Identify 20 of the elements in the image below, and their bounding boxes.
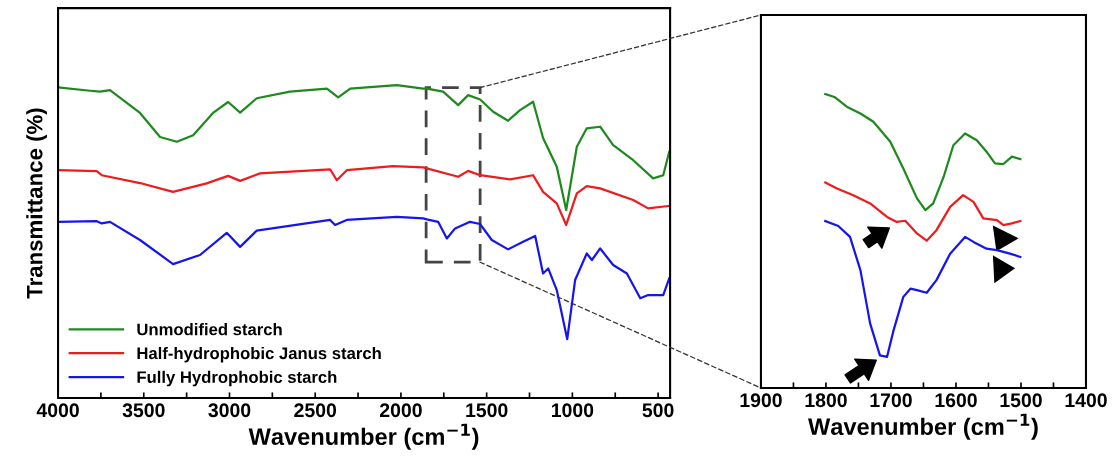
- legend-label: Half-hydrophobic Janus starch: [137, 346, 381, 363]
- x-tick-label: 1800: [805, 393, 847, 408]
- x-tick-label: 1000: [551, 403, 594, 418]
- x-tick-label: 4000: [36, 403, 79, 418]
- x-axis-title: Wavenumber (cm$^{−1}$): [248, 423, 479, 450]
- x-tick-label: 1700: [870, 393, 912, 408]
- x-tick-label: 1500: [1000, 393, 1042, 408]
- legend-label: Unmodified starch: [137, 323, 282, 336]
- x-tick-label: 2500: [294, 403, 337, 418]
- x-tick-label: 3500: [122, 403, 165, 418]
- x-tick-label: 1500: [466, 403, 508, 418]
- x-axis-title: Wavenumber (cm$^{−1}$): [808, 413, 1038, 440]
- x-tick-label: 3000: [208, 403, 251, 418]
- legend-label: Fully Hydrophobic starch: [137, 370, 337, 387]
- x-tick-label: 500: [642, 403, 674, 418]
- x-tick-label: 1600: [935, 393, 977, 408]
- x-tick-label: 1400: [1065, 393, 1107, 408]
- y-axis-title: Transmittance (%): [26, 108, 47, 299]
- x-tick-label: 2000: [379, 403, 422, 418]
- x-tick-label: 1900: [740, 393, 782, 408]
